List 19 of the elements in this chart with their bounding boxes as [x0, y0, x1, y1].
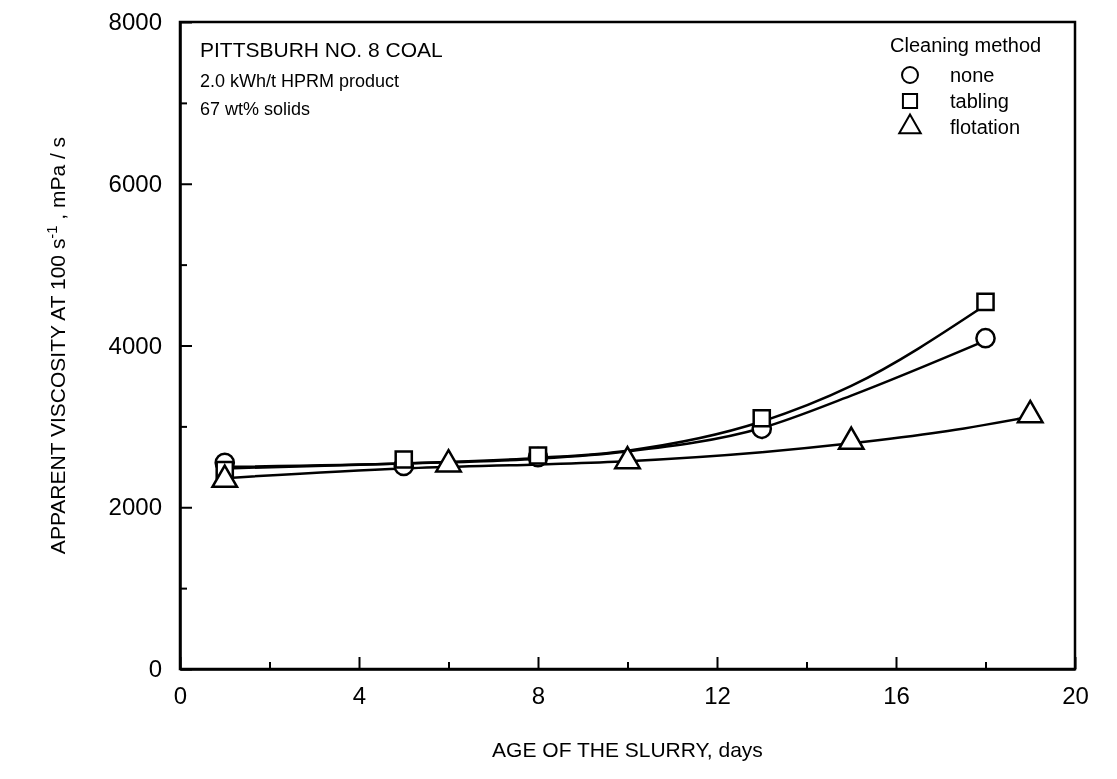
legend-title: Cleaning method: [890, 34, 1042, 56]
x-tick-label: 0: [173, 682, 188, 710]
annotation: 2.0 kWh/t HPRM product: [200, 71, 400, 91]
y-tick-label: 0: [148, 655, 162, 683]
y-tick-label: 2000: [108, 493, 162, 521]
x-tick-label: 8: [531, 682, 546, 710]
x-tick-label: 4: [352, 682, 367, 710]
x-tick-label: 12: [704, 682, 731, 710]
annotation: PITTSBURH NO. 8 COAL: [200, 38, 443, 61]
y-tick-label: 8000: [108, 8, 162, 36]
legend-label: none: [950, 64, 995, 86]
y-tick-label: 6000: [108, 169, 162, 197]
y-tick-label: 4000: [108, 331, 162, 359]
x-axis-title: AGE OF THE SLURRY, days: [492, 738, 763, 761]
legend-label: flotation: [950, 116, 1021, 138]
x-tick-label: 16: [883, 682, 910, 710]
annotation: 67 wt% solids: [200, 99, 311, 119]
x-tick-label: 20: [1062, 682, 1089, 710]
legend-label: tabling: [950, 90, 1009, 112]
